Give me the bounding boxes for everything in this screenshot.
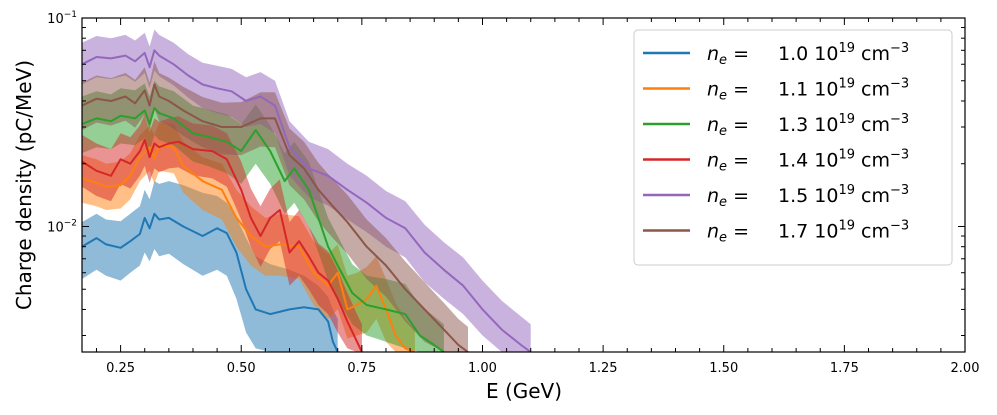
line-series-3 [82, 107, 445, 352]
x-tick-label: 1.75 [830, 361, 859, 376]
y-tick-label: 10−1 [47, 10, 77, 27]
line-series-6 [82, 83, 469, 352]
band-series-4 [82, 114, 362, 352]
x-tick-label: 2.00 [951, 361, 980, 376]
x-tick-labels: 0.25 0.50 0.75 1.00 1.25 1.50 1.75 2.00 [106, 361, 979, 376]
line-series-1 [82, 212, 339, 352]
y-tick-label: 10−2 [47, 218, 77, 235]
legend-label-4: ne = 1.4 1019 cm−3 [707, 148, 909, 175]
x-tick-label: 1.00 [468, 361, 497, 376]
legend-box [633, 29, 953, 266]
band-series-6 [82, 61, 468, 352]
x-tick-label: 0.75 [347, 361, 376, 376]
legend-label-5: ne = 1.5 1019 cm−3 [707, 183, 909, 210]
plot-frame [81, 17, 966, 353]
y-tick-labels: 10−2 10−1 [47, 10, 77, 235]
legend-label-1: ne = 1.0 1019 cm−3 [707, 41, 909, 68]
legend: ne = 1.0 1019 cm−3 ne = 1.1 1019 cm−3 ne =… [633, 29, 953, 266]
line-series-4 [82, 139, 363, 352]
x-axis-title: E (GeV) [486, 379, 562, 403]
uncertainty-bands [82, 29, 531, 352]
x-tick-label: 1.25 [589, 361, 618, 376]
legend-label-3: ne = 1.3 1019 cm−3 [707, 112, 909, 139]
legend-label-6: ne = 1.7 1019 cm−3 [707, 219, 909, 246]
x-tick-label: 0.50 [227, 361, 256, 376]
axis-ticks [82, 17, 966, 352]
legend-label-2: ne = 1.1 1019 cm−3 [707, 77, 909, 104]
y-axis-title: Charge density (pC/MeV) [12, 60, 36, 310]
line-series-5 [82, 49, 532, 352]
band-series-1 [82, 181, 338, 352]
line-series-2 [82, 144, 416, 352]
series-lines [82, 49, 532, 352]
x-tick-label: 1.50 [709, 361, 738, 376]
x-tick-label: 0.25 [106, 361, 135, 376]
band-series-3 [82, 80, 444, 352]
